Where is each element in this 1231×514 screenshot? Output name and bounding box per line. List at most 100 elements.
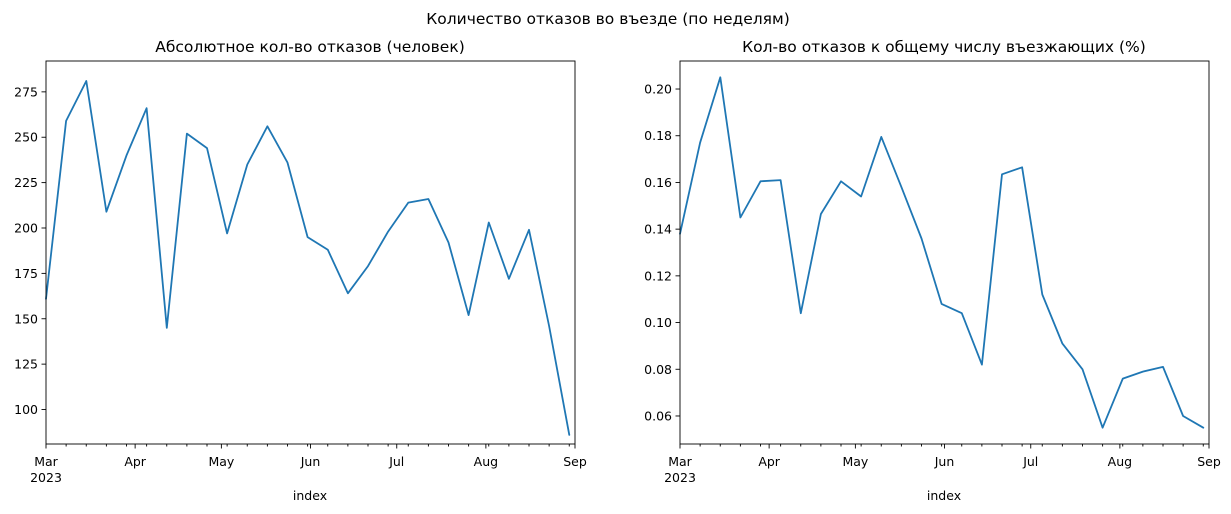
data-point bbox=[246, 164, 248, 166]
chart-title: Абсолютное кол-во отказов (человек) bbox=[155, 38, 465, 56]
figure-suptitle: Количество отказов во въезде (по неделям… bbox=[426, 10, 790, 28]
y-tick-label: 0.14 bbox=[644, 222, 672, 237]
data-point bbox=[921, 238, 923, 240]
x-tick-label: Jun bbox=[300, 454, 321, 469]
y-tick-label: 175 bbox=[14, 266, 38, 281]
y-tick-label: 0.20 bbox=[644, 82, 672, 97]
y-tick-label: 150 bbox=[14, 311, 38, 326]
data-point bbox=[1162, 366, 1164, 368]
data-point bbox=[1102, 427, 1104, 429]
data-point bbox=[548, 325, 550, 327]
data-point bbox=[860, 196, 862, 198]
data-point bbox=[1142, 371, 1144, 373]
x-axis-label: index bbox=[927, 488, 961, 503]
x-tick-label: Sep bbox=[563, 454, 587, 469]
data-point bbox=[126, 154, 128, 156]
data-point bbox=[367, 265, 369, 267]
data-point bbox=[961, 312, 963, 314]
data-point bbox=[1202, 427, 1204, 429]
data-point bbox=[85, 80, 87, 82]
x-tick-label: May bbox=[842, 454, 868, 469]
x-tick-label: Mar bbox=[668, 454, 692, 469]
data-point bbox=[448, 242, 450, 244]
x-tick-label: Jun bbox=[934, 454, 955, 469]
data-point bbox=[387, 231, 389, 233]
data-point bbox=[800, 312, 802, 314]
series-line bbox=[45, 80, 571, 436]
x-year-label: 2023 bbox=[664, 470, 696, 485]
y-tick-label: 125 bbox=[14, 357, 38, 372]
y-tick-label: 200 bbox=[14, 220, 38, 235]
data-point bbox=[1182, 415, 1184, 417]
data-point bbox=[65, 120, 67, 122]
data-point bbox=[1021, 166, 1023, 168]
data-point bbox=[427, 198, 429, 200]
x-tick-label: Mar bbox=[34, 454, 58, 469]
x-axis: Mar Apr May Jun Jul Aug Sep 2023 bbox=[664, 444, 1221, 485]
series-line bbox=[679, 76, 1205, 429]
data-point bbox=[146, 107, 148, 109]
data-point bbox=[1122, 378, 1124, 380]
x-tick-label: Apr bbox=[124, 454, 146, 469]
y-tick-label: 250 bbox=[14, 130, 38, 145]
data-point bbox=[488, 222, 490, 224]
x-tick-label: Jul bbox=[1022, 454, 1038, 469]
data-point bbox=[206, 147, 208, 149]
y-tick-label: 0.16 bbox=[644, 175, 672, 190]
data-point bbox=[347, 292, 349, 294]
data-point bbox=[981, 364, 983, 366]
y-tick-label: 0.06 bbox=[644, 408, 672, 423]
data-point bbox=[719, 76, 721, 78]
data-point bbox=[679, 233, 681, 235]
data-point bbox=[528, 229, 530, 231]
plot-frame bbox=[45, 60, 576, 445]
data-point bbox=[1041, 294, 1043, 296]
data-point bbox=[266, 125, 268, 127]
data-point bbox=[508, 278, 510, 280]
data-point bbox=[226, 232, 228, 234]
chart-title: Кол-во отказов к общему числу въезжающих… bbox=[742, 38, 1146, 56]
y-tick-label: 0.18 bbox=[644, 128, 672, 143]
data-point bbox=[900, 186, 902, 188]
data-point bbox=[820, 213, 822, 215]
x-tick-label: Aug bbox=[474, 454, 498, 469]
x-tick-label: Aug bbox=[1108, 454, 1132, 469]
data-point bbox=[1061, 343, 1063, 345]
data-point bbox=[407, 202, 409, 204]
data-point bbox=[760, 180, 762, 182]
data-point bbox=[1082, 368, 1084, 370]
data-point bbox=[287, 162, 289, 164]
data-point bbox=[45, 298, 47, 300]
y-axis: 0.06 0.08 0.10 0.12 0.14 0.16 0.18 0.20 bbox=[644, 82, 680, 423]
x-tick-label: May bbox=[208, 454, 234, 469]
x-axis: Mar Apr May Jun Jul Aug Sep 2023 bbox=[30, 444, 587, 485]
y-tick-label: 100 bbox=[14, 402, 38, 417]
x-year-label: 2023 bbox=[30, 470, 62, 485]
data-point bbox=[840, 180, 842, 182]
data-point bbox=[468, 314, 470, 316]
y-tick-label: 0.10 bbox=[644, 315, 672, 330]
data-point bbox=[780, 179, 782, 181]
data-point bbox=[880, 136, 882, 138]
x-tick-label: Apr bbox=[758, 454, 780, 469]
data-point bbox=[166, 327, 168, 329]
y-tick-label: 0.12 bbox=[644, 268, 672, 283]
chart-panel-percent: Кол-во отказов к общему числу въезжающих… bbox=[644, 38, 1221, 503]
data-point bbox=[568, 434, 570, 436]
x-axis-label: index bbox=[293, 488, 327, 503]
data-point bbox=[327, 249, 329, 251]
chart-panel-absolute: Абсолютное кол-во отказов (человек) 100 1… bbox=[14, 38, 587, 503]
data-point bbox=[699, 142, 701, 144]
data-point bbox=[739, 217, 741, 219]
x-tick-label: Jul bbox=[388, 454, 404, 469]
y-tick-label: 225 bbox=[14, 175, 38, 190]
data-point bbox=[105, 211, 107, 213]
data-point bbox=[307, 236, 309, 238]
x-tick-label: Sep bbox=[1197, 454, 1221, 469]
plot-frame bbox=[679, 60, 1210, 445]
data-point bbox=[941, 303, 943, 305]
data-point bbox=[1001, 173, 1003, 175]
y-tick-label: 0.08 bbox=[644, 362, 672, 377]
y-axis: 100 125 150 175 200 225 250 275 bbox=[14, 84, 46, 417]
